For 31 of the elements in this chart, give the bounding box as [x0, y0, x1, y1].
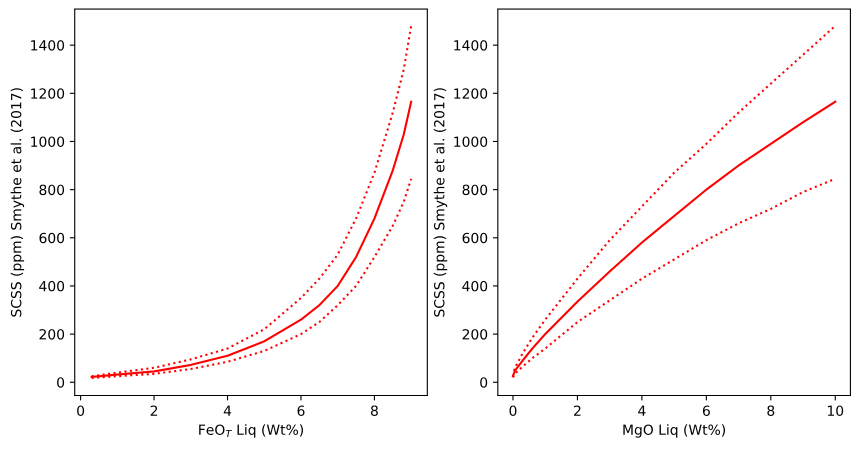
y-tick-label: 1400: [31, 40, 64, 51]
x-axis-title: FeO$_{T}$ Liq (Wt%): [199, 424, 304, 438]
x-tick-label: 6: [298, 405, 305, 416]
y-tick-label: 200: [462, 329, 488, 340]
y-axis-title: SCSS (ppm) Smythe et al. (2017): [434, 88, 448, 317]
y-tick-label: 0: [57, 377, 64, 388]
x-tick-label: 6: [702, 405, 710, 416]
x-tick-label: 10: [828, 405, 844, 416]
y-tick-label: 0: [480, 377, 488, 388]
x-axis-title: MgO Liq (Wt%): [623, 424, 726, 438]
y-tick-label: 400: [39, 280, 64, 292]
y-tick-label: 200: [40, 329, 64, 340]
y-tick-label: 800: [39, 184, 64, 196]
x-tick-label: 2: [150, 405, 158, 416]
y-tick-label: 1200: [31, 88, 64, 99]
y-tick-label: 800: [462, 184, 488, 196]
y-tick-label: 400: [462, 280, 488, 292]
x-tick-label: 8: [370, 405, 378, 416]
y-tick-label: 1000: [31, 136, 64, 147]
y-tick-label: 1000: [454, 136, 488, 147]
y-tick-label: 600: [39, 232, 64, 244]
y-tick-label: 600: [462, 232, 488, 244]
y-tick-label: 1200: [454, 88, 488, 99]
x-tick-label: 8: [767, 405, 774, 416]
y-axis-title: SCSS (ppm) Smythe et al. (2017): [10, 88, 24, 317]
x-tick-label: 4: [224, 406, 232, 416]
y-tick-label: 1400: [454, 40, 488, 51]
x-tick-label: 0: [77, 405, 84, 416]
x-tick-label: 0: [509, 405, 516, 416]
x-tick-label: 4: [638, 406, 646, 416]
x-tick-label: 2: [574, 405, 580, 416]
